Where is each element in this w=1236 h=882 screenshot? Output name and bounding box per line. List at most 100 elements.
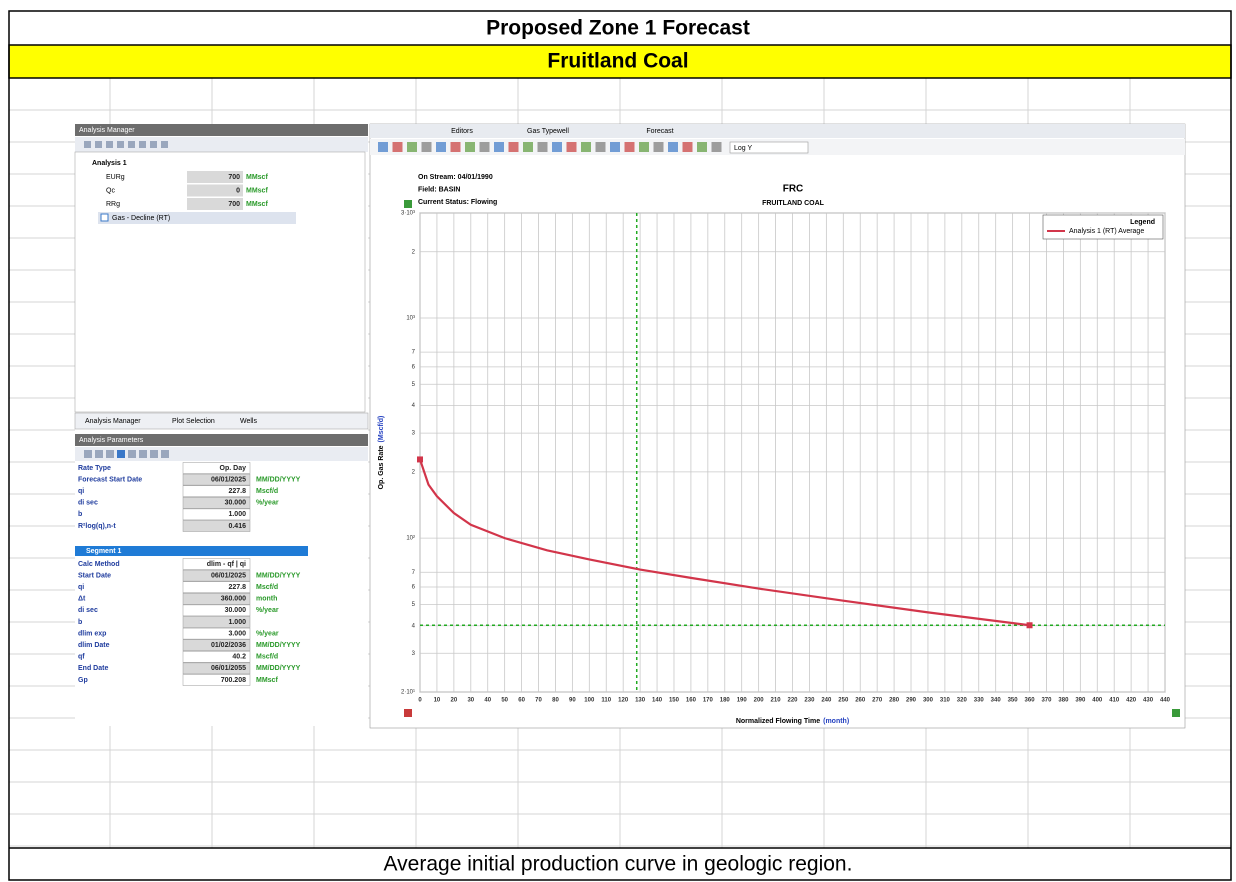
x-tick-label: 270: [872, 698, 883, 704]
x-tick-label: 410: [1109, 698, 1120, 704]
toolbar-icon[interactable]: [161, 450, 169, 458]
toolbar-icon[interactable]: [697, 142, 707, 152]
param-unit: Mscf/d: [256, 488, 278, 495]
x-tick-label: 300: [923, 698, 934, 704]
y-tick-label: 10³: [406, 316, 415, 322]
param-value[interactable]: 700.208: [221, 677, 246, 684]
chart-tab[interactable]: Editors: [451, 128, 473, 135]
toolbar-icon[interactable]: [668, 142, 678, 152]
toolbar-icon[interactable]: [150, 450, 158, 458]
toolbar-icon[interactable]: [624, 142, 635, 152]
panel-tab[interactable]: Analysis Manager: [85, 418, 141, 425]
param-unit: MM/DD/YYYY: [256, 476, 301, 483]
param-label: qi: [78, 584, 84, 591]
param-value[interactable]: 227.8: [228, 584, 246, 591]
toolbar-icon[interactable]: [552, 142, 562, 152]
toolbar-icon[interactable]: [711, 142, 722, 152]
value-box: [182, 581, 251, 593]
param-value[interactable]: 30.000: [225, 607, 247, 614]
param-value[interactable]: 0.416: [228, 523, 246, 530]
toolbar-icon[interactable]: [106, 450, 114, 458]
panel-tab[interactable]: Wells: [240, 418, 257, 425]
value-box: [182, 497, 251, 509]
chart-tabbar: [370, 124, 1185, 138]
y-tick-label: 2: [412, 469, 416, 475]
checkbox[interactable]: [100, 213, 109, 222]
value-box: [182, 569, 251, 582]
toolbar-icon[interactable]: [95, 141, 102, 148]
value-box: [187, 171, 243, 183]
param-value[interactable]: 06/01/2025: [211, 572, 246, 579]
scale-dropdown[interactable]: [729, 141, 809, 154]
toolbar-icon[interactable]: [139, 141, 146, 148]
toolbar-icon[interactable]: [508, 142, 519, 152]
row-label: RRg: [106, 201, 120, 208]
x-tick-label: 230: [804, 698, 815, 704]
x-tick-label: 200: [754, 698, 765, 704]
panel-tab[interactable]: Plot Selection: [172, 418, 215, 425]
param-value[interactable]: 360.000: [221, 596, 246, 603]
row-unit: MMscf: [246, 174, 268, 181]
toolbar-icon[interactable]: [436, 142, 446, 152]
toolbar-icon[interactable]: [392, 142, 403, 152]
toolbar-icon[interactable]: [117, 450, 125, 458]
toolbar-icon[interactable]: [523, 142, 533, 152]
toolbar-icon[interactable]: [161, 141, 168, 148]
row-label: EURg: [106, 174, 125, 181]
lock-icon[interactable]: [404, 709, 412, 717]
toolbar-icon[interactable]: [84, 450, 92, 458]
toolbar-icon[interactable]: [479, 142, 490, 152]
param-value[interactable]: 30.000: [225, 500, 247, 507]
toolbar-icon[interactable]: [465, 142, 475, 152]
param-value[interactable]: 06/01/2055: [211, 665, 246, 672]
y-tick-label: 7: [412, 350, 416, 356]
param-value[interactable]: 06/01/2025: [211, 476, 246, 483]
value-box: [182, 473, 251, 486]
toolbar-icon[interactable]: [378, 142, 388, 152]
toolbar-icon[interactable]: [84, 141, 91, 148]
param-value[interactable]: 1.000: [228, 511, 246, 518]
toolbar-icon[interactable]: [128, 450, 136, 458]
toolbar-icon[interactable]: [494, 142, 504, 152]
toolbar-icon[interactable]: [639, 142, 649, 152]
param-value[interactable]: 227.8: [228, 488, 246, 495]
toolbar-icon[interactable]: [139, 450, 147, 458]
toolbar-icon[interactable]: [117, 141, 124, 148]
parameters-toolbar: [75, 447, 368, 461]
toolbar-icon[interactable]: [682, 142, 693, 152]
param-value[interactable]: 1.000: [228, 619, 246, 626]
row-unit: MMscf: [246, 201, 268, 208]
chart-tab[interactable]: Gas Typewell: [527, 128, 569, 135]
tree-node: Analysis 1: [92, 160, 127, 167]
toolbar-icon[interactable]: [150, 141, 157, 148]
toolbar-icon[interactable]: [128, 141, 135, 148]
toolbar-icon[interactable]: [421, 142, 432, 152]
y-tick-label: 3: [412, 431, 416, 437]
toolbar-icon[interactable]: [450, 142, 461, 152]
param-value[interactable]: 01/02/2036: [211, 642, 246, 649]
toolbar-icon[interactable]: [537, 142, 548, 152]
endpoint-marker: [1026, 622, 1033, 629]
lock-icon[interactable]: [404, 200, 412, 208]
x-tick-label: 170: [703, 698, 714, 704]
toolbar-icon[interactable]: [566, 142, 577, 152]
x-tick-label: 0: [418, 698, 422, 704]
toolbar-icon[interactable]: [407, 142, 417, 152]
param-label: qf: [78, 654, 85, 661]
param-label: di sec: [78, 500, 98, 507]
toolbar-icon[interactable]: [610, 142, 620, 152]
toolbar-icon[interactable]: [581, 142, 591, 152]
x-tick-label: 250: [838, 698, 849, 704]
tree-item[interactable]: Gas - Decline (RT): [112, 215, 170, 222]
toolbar-icon[interactable]: [595, 142, 606, 152]
toolbar-icon[interactable]: [95, 450, 103, 458]
chart-tab[interactable]: Forecast: [646, 128, 673, 135]
param-value[interactable]: Op. Day: [220, 465, 247, 472]
param-value[interactable]: 3.000: [228, 630, 246, 637]
toolbar-icon[interactable]: [106, 141, 113, 148]
param-value[interactable]: dlim - qf | qi: [207, 561, 246, 568]
toolbar-icon[interactable]: [653, 142, 664, 152]
scale-dropdown-text[interactable]: Log Y: [734, 145, 752, 152]
param-value[interactable]: 40.2: [232, 654, 246, 661]
lock-icon[interactable]: [1172, 709, 1180, 717]
